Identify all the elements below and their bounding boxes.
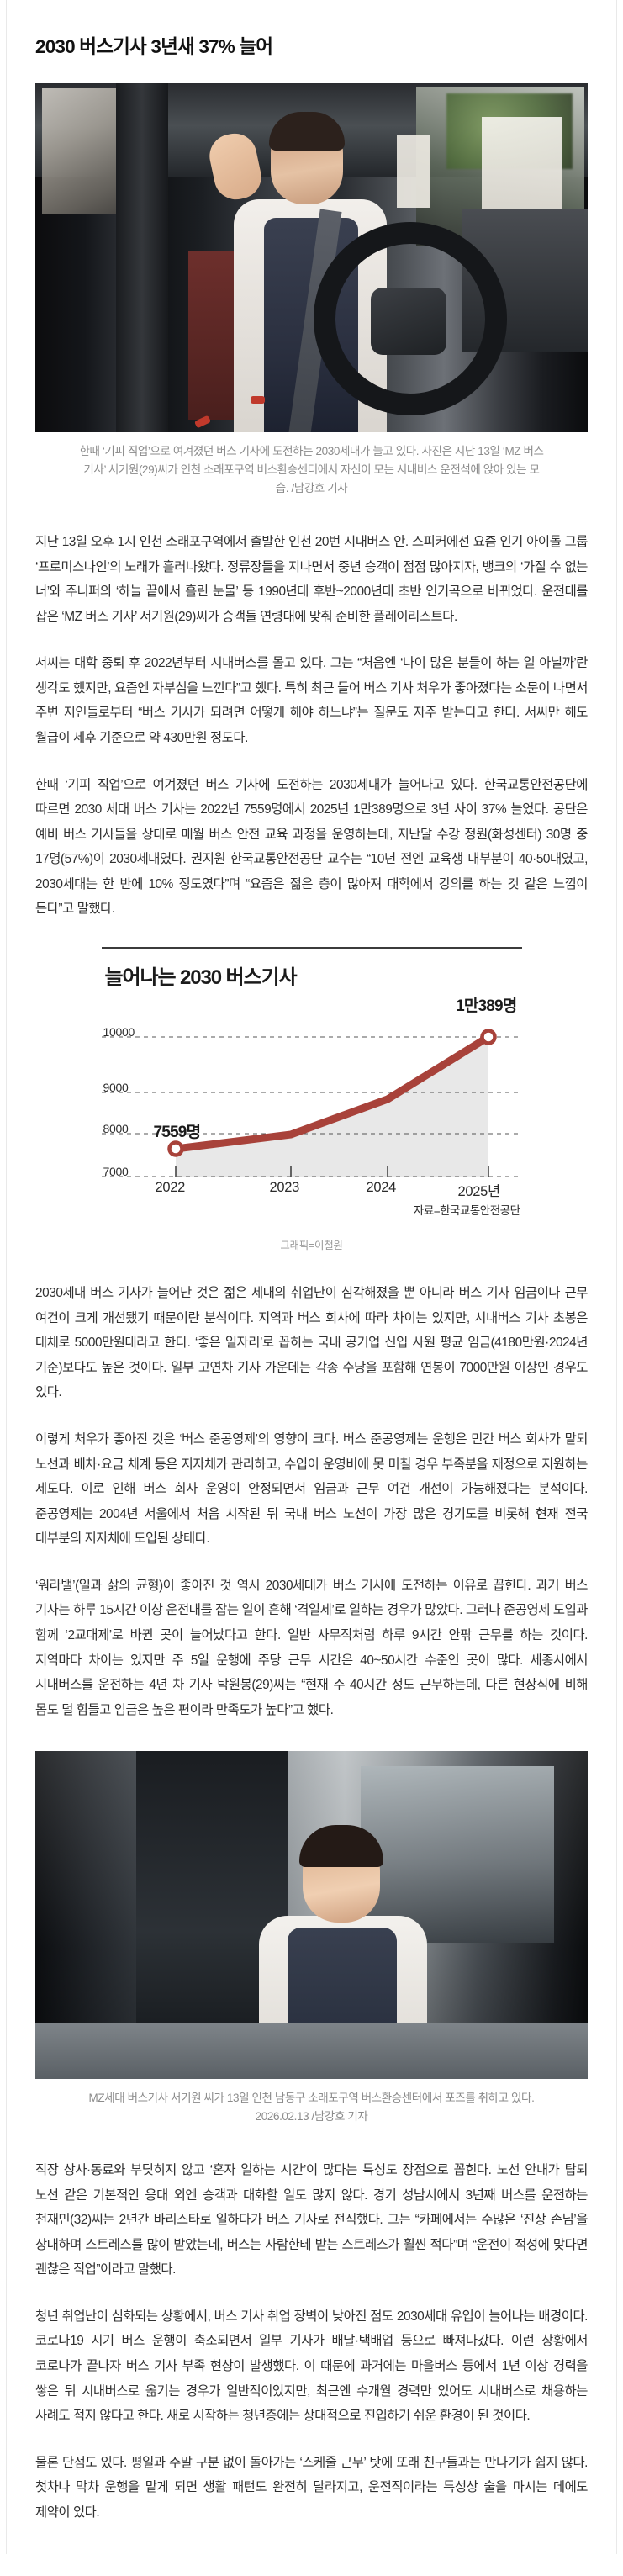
paragraph-6: ‘워라밸’(일과 삶의 균형)이 좋아진 것 역시 2030세대가 버스 기사에… [35,1578,588,1717]
portrait-hair [299,1825,383,1868]
chart-title: 늘어나는 2030 버스기사 [104,966,298,990]
paragraph-9: 물론 단점도 있다. 평일과 주말 구분 없이 돌아가는 ‘스케줄 근무’ 탓에… [35,2455,588,2520]
y-axis-label-8000: 8000 [103,1122,129,1136]
page-left-rule [6,0,7,2554]
paragraph-8: 청년 취업난이 심화되는 상황에서, 버스 기사 취업 장벽이 낮아진 점도 2… [35,2309,588,2424]
chart-area-fill [175,1037,488,1177]
bottom-photo-figure: MZ세대 버스기사 서기원 씨가 13일 인천 남동구 소래포구역 버스환승센터… [0,1751,623,2129]
paragraph-2: 서씨는 대학 중퇴 후 2022년부터 시내버스를 몰고 있다. 그는 “처음엔… [35,656,588,745]
x-axis-label-2024: 2024 [366,1180,397,1196]
posted-timetable-paper [482,117,562,219]
x-axis-label-2023: 2023 [269,1180,300,1196]
chart-plot-area: 10000 9000 8000 7000 1만389명 7559명 2022 2… [101,993,522,1200]
paragraph-7: 직장 상사·동료와 부딪히지 않고 ‘혼자 일하는 시간’이 많다는 특성도 장… [35,2163,588,2277]
door-pillar [116,83,168,433]
chart-data-line [172,1033,492,1153]
x-axis-label-2025: 2025년 [457,1184,501,1200]
paragraph-4: 2030세대 버스 기사가 늘어난 것은 젊은 세대의 취업난이 심각해졌을 뿐… [35,1286,588,1400]
y-axis-label-10000: 10000 [103,1025,135,1039]
chart-endpoint-label: 1만389명 [456,997,517,1016]
y-axis-label-7000: 7000 [103,1165,129,1179]
steering-wheel-hub [371,288,446,356]
chart-startpoint-label: 7559명 [153,1124,202,1142]
paragraph-5: 이렇게 처우가 좋아진 것은 ‘버스 준공영제’의 영향이 크다. 버스 준공영… [35,1431,588,1547]
paragraph-3: 한때 ‘기피 직업’으로 여겨졌던 버스 기사에 도전하는 2030세대가 늘어… [35,777,588,917]
chart-marker-end [479,1029,497,1045]
chart-marker-start [166,1140,184,1157]
page-right-rule [616,0,617,2554]
page-title: 2030 버스기사 3년새 37% 늘어 [35,36,273,58]
bottom-photo-caption: MZ세대 버스기사 서기원 씨가 13일 인천 남동구 소래포구역 버스환승센터… [88,2092,535,2124]
paragraph-1: 지난 13일 오후 1시 인천 소래포구역에서 출발한 인천 20번 시내버스 … [35,534,588,624]
driver-hair [269,112,345,151]
line-chart-svg [101,1029,522,1177]
chart-credit-note: 그래픽=이철원 [280,1240,343,1252]
x-axis-label-2022: 2022 [155,1180,186,1196]
hanging-note-paper [397,135,430,209]
bus-driver-portrait-photo [35,1751,588,2080]
bus-driver-cockpit-photo [35,83,588,433]
driver-seat [188,251,234,421]
chart-figure: 늘어나는 2030 버스기사 [0,922,623,1252]
y-axis-label-9000: 9000 [103,1081,129,1095]
chart-source-note: 자료=한국교통안전공단 [413,1204,520,1218]
top-photo-caption: 한때 ‘기피 직업’으로 여겨졌던 버스 기사에 도전하는 2030세대가 늘고… [79,445,544,495]
chart-top-rule [101,947,522,949]
terminal-ground [35,2023,588,2080]
top-photo-figure: 한때 ‘기피 직업’으로 여겨졌던 버스 기사에 도전하는 2030세대가 늘고… [0,83,623,501]
chart-card: 늘어나는 2030 버스기사 [101,947,522,1252]
bus-window [361,1766,554,1944]
indicator-light-b [251,396,265,405]
